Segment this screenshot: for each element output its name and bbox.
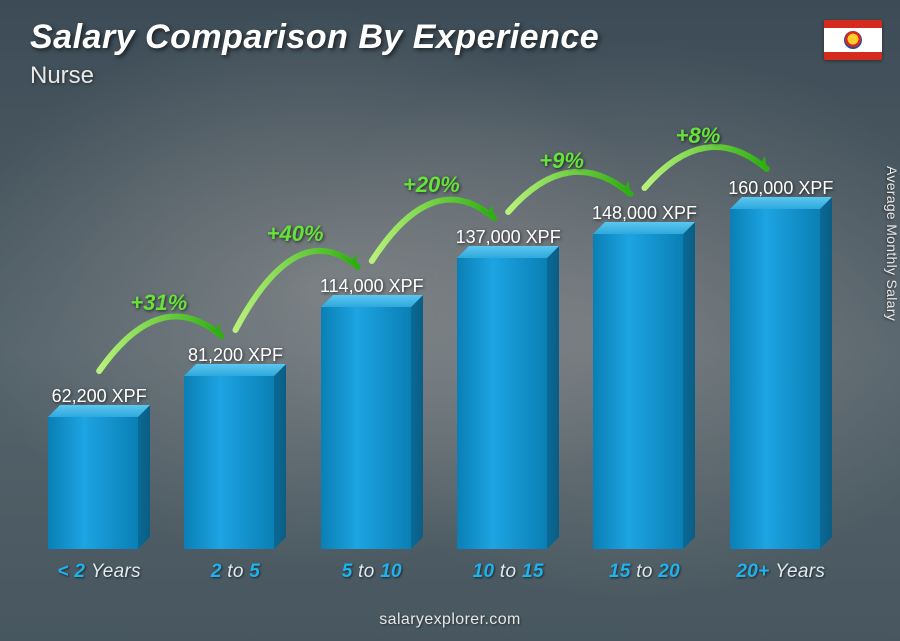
bar-value-label: 160,000 XPF [728,178,833,199]
bar-value-label: 62,200 XPF [52,386,147,407]
footer-source: salaryexplorer.com [0,611,900,629]
bar-category-label: 10 to 15 [473,561,544,583]
bar-column: 148,000 XPF 15 to 20 [585,203,703,583]
y-axis-label: Average Monthly Salary [884,166,900,321]
bar-column: 62,200 XPF < 2 Years [40,386,158,583]
bar-value-label: 137,000 XPF [456,227,561,248]
bar-category-label: 15 to 20 [609,561,680,583]
bar-column: 81,200 XPF 2 to 5 [176,345,294,583]
bar-category-label: 2 to 5 [211,561,260,583]
bar [457,258,559,549]
bar [321,307,423,549]
bar-column: 114,000 XPF 5 to 10 [313,276,431,583]
bar-column: 137,000 XPF 10 to 15 [449,227,567,583]
bar-value-label: 114,000 XPF [320,276,424,297]
chart-stage: Salary Comparison By Experience Nurse Av… [0,0,900,641]
bar-category-label: 5 to 10 [342,561,402,583]
bar-category-label: 20+ Years [736,561,825,583]
bar [184,376,286,549]
bar-chart: 62,200 XPF < 2 Years 81,200 XPF 2 to 5 114,0… [40,83,840,583]
country-flag [824,20,882,60]
flag-emblem-icon [844,31,862,49]
bar-value-label: 148,000 XPF [592,203,697,224]
page-title: Salary Comparison By Experience [30,18,599,57]
bar-value-label: 81,200 XPF [188,345,283,366]
bar [593,234,695,549]
bar-category-label: < 2 Years [57,561,141,583]
bar [730,209,832,549]
bar [48,417,150,549]
bar-column: 160,000 XPF 20+ Years [722,178,840,583]
